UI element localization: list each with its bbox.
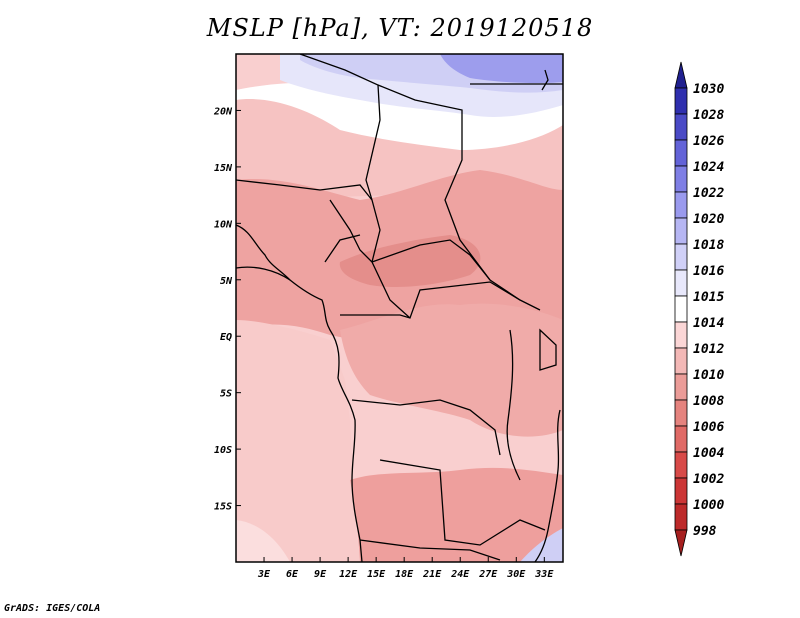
colorbar: 998 1000 1002 1004 1006 1008 1010 1012 1014 1015 1… xyxy=(674,61,724,557)
colorbar-label: 1002 xyxy=(693,472,724,487)
x-tick-label: 9E xyxy=(314,569,327,580)
colorbar-swatch xyxy=(674,347,688,375)
colorbar-swatch xyxy=(674,295,688,323)
colorbar-swatch xyxy=(674,139,688,167)
colorbar-swatch xyxy=(674,217,688,245)
x-axis: 3E 6E 9E 12E 15E 18E 21E 24E 27E 30E 33E xyxy=(257,557,554,580)
map-frame xyxy=(235,53,564,563)
colorbar-swatch xyxy=(674,269,688,297)
border-line-11 xyxy=(359,539,501,561)
colorbar-swatch xyxy=(674,451,688,479)
x-tick-label: 24E xyxy=(450,569,470,580)
x-tick-label: 21E xyxy=(422,569,442,580)
colorbar-swatch xyxy=(674,321,688,349)
y-tick-label: 20N xyxy=(213,106,233,117)
field-1016-southeast xyxy=(520,528,563,562)
colorbar-label: 1020 xyxy=(693,212,724,227)
colorbar-swatch xyxy=(674,165,688,193)
border-line-1 xyxy=(299,54,381,263)
colorbar-label: 1010 xyxy=(693,368,724,383)
colorbar-label: 1016 xyxy=(693,264,724,279)
x-tick-label: 30E xyxy=(506,569,526,580)
border-line-9 xyxy=(351,399,501,456)
border-line-6 xyxy=(324,234,361,263)
y-tick-label: EQ xyxy=(220,332,232,343)
y-axis: 20N 15N 10N 5N EQ 5S 10S 15S xyxy=(213,106,241,513)
x-tick-label: 15E xyxy=(367,569,386,580)
colorbar-swatch-top xyxy=(674,61,688,89)
colorbar-swatch xyxy=(674,373,688,401)
field-1010-central xyxy=(340,303,563,437)
field-1010-south xyxy=(350,467,563,562)
x-tick-label: 3E xyxy=(257,569,271,580)
x-tick-label: 18E xyxy=(395,569,414,580)
x-tick-label: 27E xyxy=(478,569,498,580)
colorbar-label: 1006 xyxy=(693,420,724,435)
y-tick-label: 5S xyxy=(220,389,232,400)
colorbar-label: 1026 xyxy=(693,134,724,149)
y-tick-label: 10N xyxy=(214,219,233,230)
atlantic-coastline xyxy=(236,266,363,562)
border-line-12 xyxy=(236,224,291,281)
colorbar-swatch xyxy=(674,113,688,141)
rift-lakes xyxy=(506,329,521,481)
border-line-5 xyxy=(329,199,411,319)
colorbar-swatch xyxy=(674,425,688,453)
colorbar-label: 1024 xyxy=(693,160,724,175)
colorbar-label: 998 xyxy=(693,524,717,539)
colorbar-label: 1018 xyxy=(693,238,724,253)
colorbar-swatch-bottom xyxy=(674,529,688,557)
colorbar-label: 1000 xyxy=(693,498,724,513)
field-1018-band xyxy=(440,54,563,83)
colorbar-label: 1008 xyxy=(693,394,724,409)
colorbar-swatch xyxy=(674,399,688,427)
x-tick-label: 12E xyxy=(339,569,358,580)
border-line-7 xyxy=(371,239,491,281)
y-tick-label: 15N xyxy=(214,163,233,174)
coastlines-borders xyxy=(236,54,563,562)
colorbar-label: 1015 xyxy=(693,290,724,305)
field-1008-low xyxy=(339,235,481,287)
y-tick-label: 5N xyxy=(220,276,233,287)
grads-credit: GrADS: IGES/COLA xyxy=(4,603,101,614)
border-line-4 xyxy=(236,179,373,201)
colorbar-swatch xyxy=(674,243,688,271)
red-sea-tip xyxy=(541,69,549,91)
x-tick-label: 33E xyxy=(534,569,554,580)
lake-victoria xyxy=(539,328,557,371)
chart-title: MSLP [hPa], VT: 2019120518 xyxy=(206,14,594,42)
x-tick-label: 6E xyxy=(286,569,299,580)
border-line-8 xyxy=(340,281,541,319)
field-1014-southwest xyxy=(236,520,290,562)
y-tick-label: 10S xyxy=(214,445,232,456)
colorbar-label: 1012 xyxy=(693,342,724,357)
colorbar-swatch xyxy=(674,477,688,505)
colorbar-label: 1030 xyxy=(693,82,724,97)
east-coastline xyxy=(534,409,561,562)
colorbar-label: 1022 xyxy=(693,186,724,201)
colorbar-label: 1028 xyxy=(693,108,724,123)
colorbar-label: 1014 xyxy=(693,316,724,331)
colorbar-swatch xyxy=(674,503,688,531)
colorbar-label: 1004 xyxy=(693,446,724,461)
colorbar-swatch xyxy=(674,87,688,115)
colorbar-swatch xyxy=(674,191,688,219)
field-1012-atlantic xyxy=(236,320,360,562)
y-tick-label: 15S xyxy=(214,502,232,513)
border-line-10 xyxy=(379,459,546,546)
